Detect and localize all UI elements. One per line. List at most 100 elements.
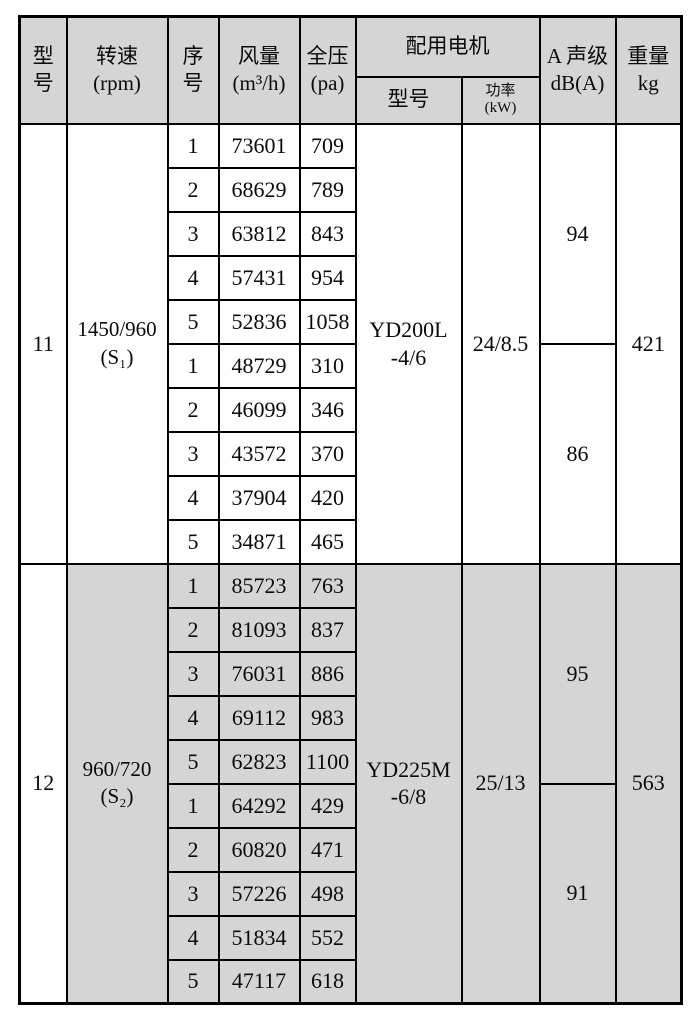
pressure-cell: 886: [298, 650, 357, 697]
weight-cell: 421: [614, 122, 683, 565]
seq-cell: 3: [166, 870, 220, 917]
speed-line1: 1450/960: [77, 317, 157, 342]
table-row: 4 51834 552: [20, 914, 682, 961]
header-weight-line1: 重量: [627, 43, 670, 68]
pressure-cell: 709: [298, 122, 357, 169]
seq-cell: 1: [166, 342, 220, 389]
flow-cell: 57226: [217, 870, 301, 917]
motor-model-line1: YD225M: [366, 756, 451, 782]
header-seq-line2: 号: [182, 71, 204, 96]
pressure-cell: 498: [298, 870, 357, 917]
seq-cell: 4: [166, 914, 220, 961]
flow-cell: 76031: [217, 650, 301, 697]
header-pressure-line1: 全压: [306, 43, 349, 68]
speed-line1: 960/720: [82, 756, 152, 781]
flow-cell: 63812: [217, 210, 301, 257]
pressure-cell: 471: [298, 826, 357, 873]
speed-cell: 1450/960 (S₁): [65, 122, 169, 565]
table-row: 4 69112 983: [20, 694, 682, 741]
model-cell: 11: [18, 122, 68, 565]
pressure-cell: 310: [298, 342, 357, 389]
seq-cell: 3: [166, 650, 220, 697]
table-row: 12 960/720 (S₂) 1 85723 763 YD225M -6/8 25…: [18, 562, 683, 1005]
header-motor-power-line2: (kW): [484, 100, 517, 116]
table-row: 5 52836 1058: [20, 298, 682, 345]
table-row: 4 37904 420: [20, 474, 682, 521]
header-flow-line2: (m³/h): [232, 71, 286, 96]
flow-cell: 34871: [217, 518, 301, 565]
pressure-cell: 429: [298, 782, 357, 829]
flow-cell: 81093: [217, 606, 301, 653]
table-row: 1 64292 429 91: [20, 782, 682, 1005]
header-speed-line1: 转速: [96, 43, 138, 68]
seq-cell: 1: [166, 562, 220, 609]
motor-model-line2: -6/8: [390, 784, 427, 810]
flow-cell: 46099: [217, 386, 301, 433]
pressure-cell: 420: [298, 474, 357, 521]
table-row: 3 63812 843: [20, 210, 682, 257]
pressure-cell: 1100: [298, 738, 357, 785]
pressure-cell: 346: [298, 386, 357, 433]
motor-power-cell: 24/8.5: [460, 122, 541, 565]
table-row: 5 47117 618: [20, 958, 682, 1005]
header-seq-line1: 序: [182, 43, 204, 68]
noise-cell-high: 94: [538, 122, 617, 345]
seq-cell: 5: [166, 298, 220, 345]
noise-cell-low: 86: [538, 342, 617, 565]
header-pressure-line2: (pa): [310, 71, 345, 96]
pressure-cell: 618: [298, 958, 357, 1005]
flow-cell: 68629: [217, 166, 301, 213]
seq-cell: 5: [166, 958, 220, 1005]
seq-cell: 5: [166, 518, 220, 565]
flow-cell: 64292: [217, 782, 301, 829]
motor-power-cell: 25/13: [460, 562, 541, 1005]
pressure-cell: 837: [298, 606, 357, 653]
header-pressure: 全压 (pa): [298, 15, 357, 125]
table-row: 3 43572 370: [20, 430, 682, 477]
header-weight-line2: kg: [637, 71, 659, 96]
pressure-cell: 1058: [298, 298, 357, 345]
header-noise-line2: dB(A): [550, 71, 605, 96]
table-row: 2 46099 346: [20, 386, 682, 433]
fan-spec-table: 型号 转速 (rpm) 序号 风量 (m³/h) 全压 (pa) 配用电机 A 声级 d…: [18, 15, 683, 1005]
header-noise: A 声级 dB(A): [538, 15, 617, 125]
flow-cell: 37904: [217, 474, 301, 521]
table-row: 5 62823 1100: [20, 738, 682, 785]
seq-cell: 1: [166, 782, 220, 829]
table-row: 5 34871 465: [20, 518, 682, 565]
header-model: 型号: [18, 15, 68, 125]
seq-cell: 2: [166, 166, 220, 213]
seq-cell: 2: [166, 606, 220, 653]
flow-cell: 62823: [217, 738, 301, 785]
header-speed-line2: (rpm): [93, 71, 141, 96]
noise-cell-high: 95: [538, 562, 617, 785]
flow-cell: 43572: [217, 430, 301, 477]
speed-line2: (S₁): [100, 344, 134, 369]
pressure-cell: 465: [298, 518, 357, 565]
seq-cell: 2: [166, 826, 220, 873]
table-row: 3 57226 498: [20, 870, 682, 917]
table-row: 2 81093 837: [20, 606, 682, 653]
speed-line2: (S₂): [100, 784, 134, 809]
table-row: 1 48729 310 86: [20, 342, 682, 565]
flow-cell: 60820: [217, 826, 301, 873]
speed-cell: 960/720 (S₂): [65, 562, 169, 1005]
motor-model-line1: YD200L: [369, 317, 448, 342]
weight-cell: 563: [614, 562, 683, 1005]
header-noise-line1: A 声级: [546, 43, 609, 68]
noise-cell-low: 91: [538, 782, 617, 1005]
flow-cell: 57431: [217, 254, 301, 301]
pressure-cell: 763: [298, 562, 357, 609]
seq-cell: 1: [166, 122, 220, 169]
motor-model-line2: -4/6: [390, 344, 427, 370]
pressure-cell: 789: [298, 166, 357, 213]
seq-cell: 4: [166, 474, 220, 521]
table-row: 2 60820 471: [20, 826, 682, 873]
header-flow-line1: 风量: [238, 43, 280, 68]
seq-cell: 3: [166, 210, 220, 257]
seq-cell: 4: [166, 254, 220, 301]
header-speed: 转速 (rpm): [65, 15, 169, 125]
pressure-cell: 954: [298, 254, 357, 301]
seq-cell: 5: [166, 738, 220, 785]
